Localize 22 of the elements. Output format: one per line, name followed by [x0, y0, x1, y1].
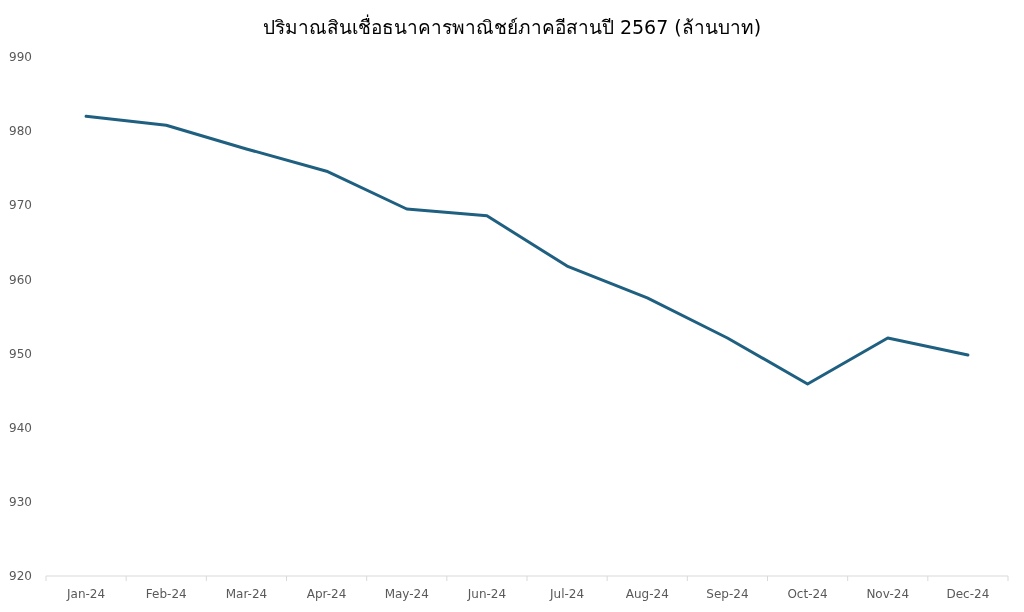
- x-tick-label: Jun-24: [466, 587, 507, 601]
- y-tick-label: 980: [9, 124, 32, 139]
- x-tick-label: Oct-24: [787, 587, 828, 601]
- y-tick-label: 950: [9, 346, 32, 361]
- x-tick-label: Sep-24: [706, 587, 749, 601]
- y-tick-label: 940: [9, 420, 32, 435]
- x-tick-label: Feb-24: [145, 587, 187, 601]
- y-tick-label: 930: [9, 495, 32, 510]
- chart-title: ปริมาณสินเชื่อธนาคารพาณิชย์ภาคอีสานปี 2567 (ล้านบาท): [262, 14, 762, 38]
- y-tick-label: 960: [9, 272, 32, 287]
- x-tick-label: Jan-24: [66, 587, 106, 601]
- x-tick-label: Apr-24: [306, 587, 347, 601]
- line-series: [84, 114, 970, 386]
- x-tick-label: Aug-24: [625, 587, 669, 601]
- x-tick-label: Dec-24: [946, 587, 990, 601]
- x-tick-label: Nov-24: [866, 587, 910, 601]
- y-tick-label: 970: [9, 198, 32, 213]
- y-tick-label: 990: [9, 50, 32, 65]
- y-tick-label: 920: [9, 569, 32, 584]
- x-tick-label: Mar-24: [225, 587, 268, 601]
- x-tick-label: Jul-24: [549, 587, 585, 601]
- x-tick-label: May-24: [384, 587, 429, 601]
